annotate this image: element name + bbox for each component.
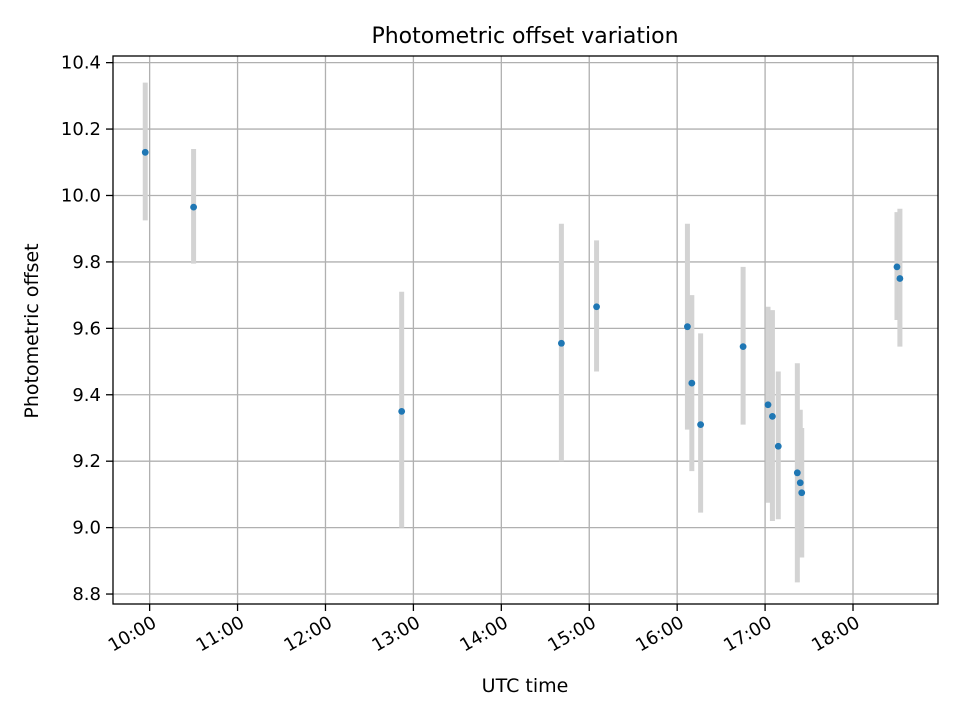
- data-point: [796, 479, 804, 487]
- y-tick-label: 10.4: [61, 53, 101, 74]
- data-points: [141, 148, 904, 497]
- data-point: [190, 203, 197, 211]
- data-point: [893, 263, 901, 271]
- data-point: [697, 421, 705, 429]
- y-tick-label: 9.0: [72, 518, 101, 539]
- data-point: [398, 407, 406, 415]
- x-tick-label: 17:00: [720, 612, 775, 656]
- x-tick-label: 13:00: [368, 612, 423, 656]
- x-tick-label: 18:00: [808, 612, 863, 656]
- data-point: [896, 275, 904, 282]
- plot-area-frame: [112, 55, 939, 605]
- x-tick-label: 14:00: [456, 612, 511, 656]
- data-point: [141, 148, 149, 156]
- y-tick-label: 9.8: [72, 252, 101, 273]
- data-point: [774, 442, 782, 450]
- data-point: [739, 343, 747, 351]
- y-tick-label: 9.2: [72, 451, 101, 472]
- data-point: [558, 339, 565, 347]
- error-bars: [142, 82, 903, 583]
- data-point: [769, 412, 776, 420]
- y-tick-label: 9.4: [72, 385, 101, 406]
- data-point: [793, 469, 801, 477]
- x-tick-label: 15:00: [544, 612, 599, 656]
- x-axis-label: UTC time: [482, 675, 569, 697]
- chart-title: Photometric offset variation: [371, 24, 678, 49]
- x-tick-label: 11:00: [193, 612, 248, 656]
- y-axis-label: Photometric offset: [21, 243, 43, 418]
- y-tick-label: 10.0: [61, 185, 101, 206]
- data-point: [593, 303, 600, 311]
- x-tick-label: 10:00: [105, 612, 160, 656]
- y-tick-label: 8.8: [72, 584, 101, 605]
- data-point: [798, 489, 806, 497]
- y-tick-label: 9.6: [72, 318, 101, 339]
- data-point: [688, 379, 696, 387]
- data-point: [764, 401, 772, 409]
- y-tick-label: 10.2: [61, 119, 101, 140]
- x-tick-label: 12:00: [281, 612, 336, 656]
- grid: [113, 56, 938, 604]
- x-tick-label: 16:00: [632, 612, 687, 656]
- data-point: [684, 323, 691, 331]
